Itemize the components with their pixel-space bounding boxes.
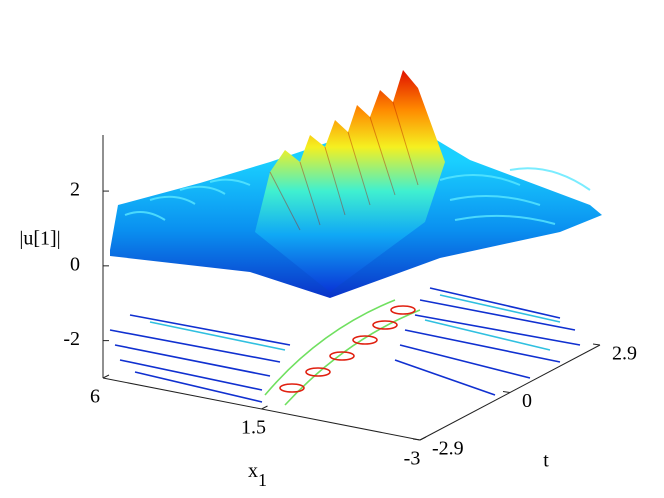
x-tick-label: -3 — [404, 448, 421, 470]
z-tick-label: 0 — [70, 253, 80, 275]
y-tick-label: -2.9 — [432, 438, 464, 460]
y-tick-label: 2.9 — [612, 343, 637, 365]
y-tick — [412, 438, 421, 441]
x-tick — [102, 374, 110, 379]
z-tick-label: 2 — [70, 179, 80, 201]
x-tick — [419, 436, 427, 441]
y-tick-label: 0 — [522, 390, 532, 412]
x-tick-label: 1.5 — [241, 417, 266, 439]
surface — [110, 70, 602, 298]
z-tick-label: -2 — [63, 328, 80, 350]
y-tick — [592, 343, 601, 346]
z-axis-label: |u[1]| — [19, 228, 60, 250]
y-axis-label: t — [543, 450, 549, 472]
x-axis-label: x1 — [248, 460, 267, 491]
contours — [109, 287, 581, 406]
y-tick — [502, 391, 511, 393]
x-tick-label: 6 — [90, 386, 100, 408]
x-tick — [261, 405, 268, 410]
